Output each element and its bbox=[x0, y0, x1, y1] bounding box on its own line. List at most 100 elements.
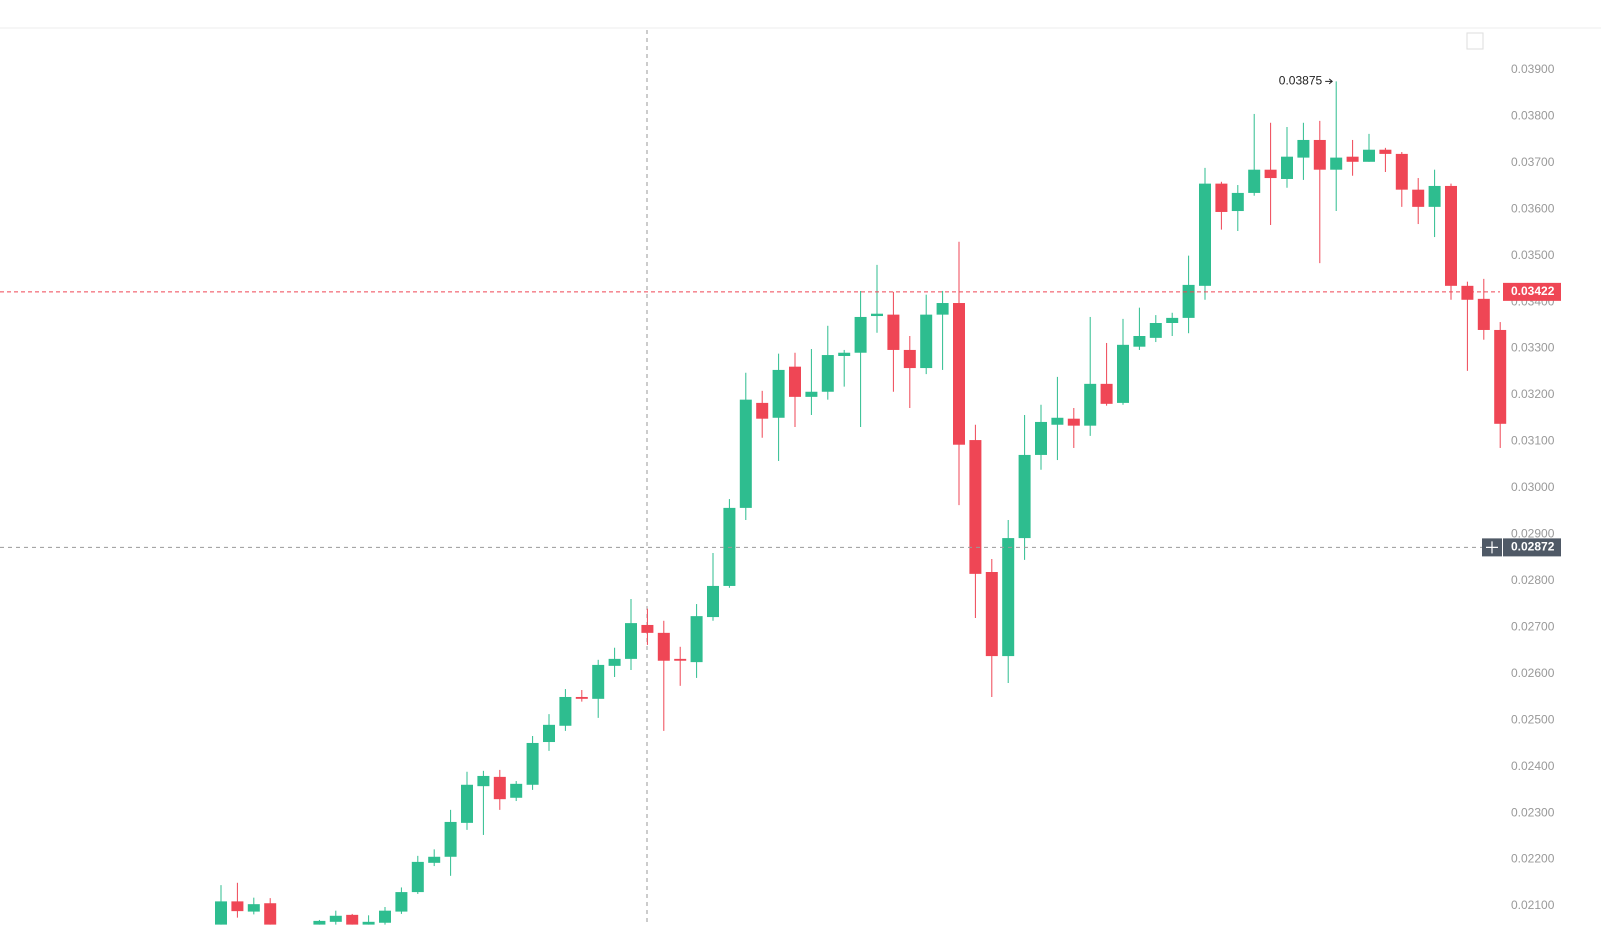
candle-body bbox=[543, 724, 555, 743]
candle-body bbox=[510, 783, 523, 798]
candle-body bbox=[1248, 169, 1261, 193]
y-tick-label: 0.03900 bbox=[1511, 62, 1555, 76]
candle-body bbox=[1330, 157, 1343, 170]
candle-body bbox=[1117, 344, 1129, 403]
y-tick-label: 0.03500 bbox=[1511, 248, 1555, 262]
candle-body bbox=[887, 314, 900, 350]
y-tick-label: 0.02300 bbox=[1511, 805, 1555, 819]
candle-body bbox=[1461, 285, 1474, 300]
y-tick-label: 0.03200 bbox=[1511, 387, 1555, 401]
candle-body bbox=[1346, 156, 1359, 162]
candle-body bbox=[608, 658, 621, 666]
high-annotation: 0.03875 bbox=[1279, 74, 1323, 88]
candle-body bbox=[1264, 169, 1277, 179]
candle-body bbox=[756, 402, 769, 419]
last-price-label: 0.03422 bbox=[1511, 284, 1555, 298]
candle-body bbox=[411, 861, 424, 893]
candle-body bbox=[1412, 189, 1425, 207]
candle-body bbox=[461, 784, 473, 823]
crosshair-label: 0.02872 bbox=[1511, 540, 1555, 554]
candle-body bbox=[871, 313, 883, 317]
candle-body bbox=[313, 920, 326, 925]
candle-body bbox=[674, 658, 687, 661]
candle-body bbox=[936, 303, 949, 315]
candle-body bbox=[1395, 153, 1408, 190]
last-price-box bbox=[1503, 282, 1561, 301]
y-tick-label: 0.02600 bbox=[1511, 666, 1555, 680]
candle-body bbox=[1363, 149, 1375, 162]
candle-body bbox=[657, 632, 670, 661]
candle-body bbox=[1313, 139, 1326, 170]
candle-body bbox=[625, 623, 637, 659]
candle-body bbox=[1215, 183, 1228, 212]
candle-body bbox=[903, 349, 916, 369]
candle-body bbox=[1477, 298, 1490, 330]
candle-body bbox=[493, 776, 506, 800]
candle-body bbox=[1281, 156, 1293, 179]
candle-body bbox=[395, 892, 408, 912]
candle-body bbox=[444, 821, 457, 857]
candle-body bbox=[920, 314, 933, 369]
candle-body bbox=[1035, 421, 1047, 455]
high-arrow bbox=[1325, 78, 1333, 85]
candle-body bbox=[1428, 185, 1441, 207]
y-tick-label: 0.02400 bbox=[1511, 759, 1555, 773]
y-tick-label: 0.03000 bbox=[1511, 480, 1555, 494]
candle-body bbox=[559, 696, 572, 726]
y-tick-label: 0.02900 bbox=[1511, 527, 1555, 541]
candle-body bbox=[854, 316, 867, 353]
y-tick-label: 0.03800 bbox=[1511, 108, 1555, 122]
candle-body bbox=[1133, 336, 1146, 347]
candle-body bbox=[215, 901, 227, 925]
candle-body bbox=[641, 624, 654, 633]
candle-body bbox=[969, 440, 982, 574]
candle-body bbox=[772, 369, 785, 418]
candle-body bbox=[1002, 538, 1015, 657]
candle-body bbox=[1231, 192, 1244, 212]
candle-body bbox=[789, 366, 801, 397]
candle-body bbox=[838, 352, 851, 356]
candle-body bbox=[526, 742, 539, 785]
y-tick-label: 0.02800 bbox=[1511, 573, 1555, 587]
candle-body bbox=[477, 775, 490, 787]
candle-body bbox=[707, 585, 719, 618]
candle-body bbox=[264, 903, 277, 925]
candle-body bbox=[821, 355, 834, 392]
y-tick-label: 0.03700 bbox=[1511, 155, 1555, 169]
candle-body bbox=[1379, 149, 1392, 154]
candle-body bbox=[1067, 418, 1080, 426]
candle-body bbox=[1199, 183, 1211, 286]
y-tick-label: 0.03100 bbox=[1511, 434, 1555, 448]
candle-body bbox=[1018, 454, 1031, 539]
plus-icon bbox=[1486, 541, 1498, 554]
candle-body bbox=[1166, 317, 1179, 323]
candle-body bbox=[379, 910, 391, 923]
crosshair-box bbox=[1503, 538, 1561, 557]
candle-body bbox=[1084, 383, 1097, 426]
candle-body bbox=[247, 904, 260, 912]
y-tick-label: 0.03600 bbox=[1511, 201, 1555, 215]
candle-body bbox=[690, 616, 703, 663]
candle-body bbox=[362, 921, 375, 925]
candle-body bbox=[346, 914, 359, 925]
candle-body bbox=[1149, 322, 1162, 338]
y-tick-label: 0.02500 bbox=[1511, 712, 1555, 726]
candle-body bbox=[428, 856, 441, 863]
candle-body bbox=[739, 399, 752, 508]
candle-body bbox=[953, 303, 965, 445]
candle-body bbox=[1100, 383, 1113, 404]
resize-button[interactable] bbox=[1466, 32, 1484, 50]
candle-body bbox=[805, 391, 818, 397]
y-tick-label: 0.02100 bbox=[1511, 898, 1555, 912]
candle-body bbox=[1494, 329, 1507, 424]
candle-body bbox=[231, 901, 244, 912]
candle-body bbox=[1445, 185, 1457, 286]
candle-body bbox=[985, 572, 998, 657]
candle-body bbox=[592, 664, 605, 699]
candle-body bbox=[1182, 284, 1195, 318]
y-tick-label: 0.03300 bbox=[1511, 341, 1555, 355]
candle-body bbox=[1297, 139, 1310, 158]
candle-body bbox=[575, 696, 588, 699]
